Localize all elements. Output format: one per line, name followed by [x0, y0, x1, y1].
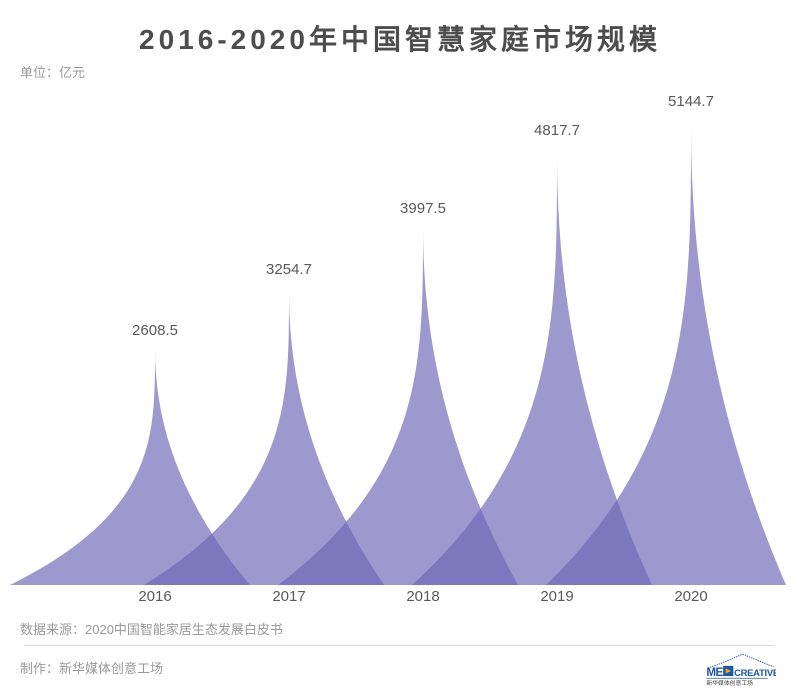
- svg-text:M: M: [706, 666, 716, 679]
- svg-text:新华媒体创意工场: 新华媒体创意工场: [706, 679, 753, 687]
- svg-text:E: E: [715, 666, 723, 679]
- svg-text:CREATIVE: CREATIVE: [734, 668, 776, 679]
